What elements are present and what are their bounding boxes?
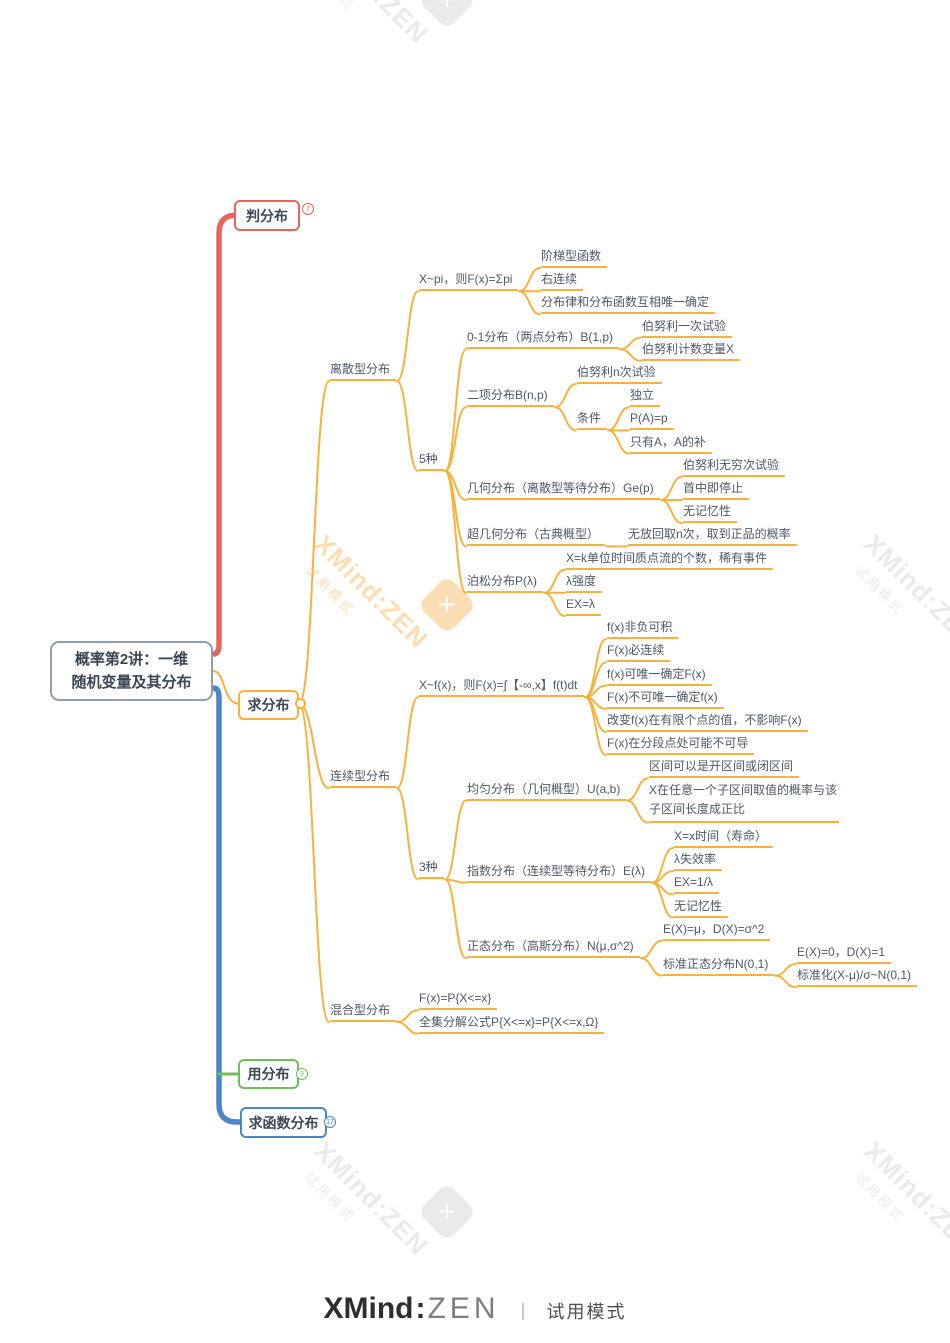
- subtopic[interactable]: F(x)=P{X<=x}: [419, 989, 497, 1011]
- subtopic[interactable]: 伯努利一次试验: [642, 317, 732, 338]
- expand-handle-find[interactable]: [295, 698, 306, 709]
- subtopic[interactable]: 改变f(x)在有限个点的值，不影响F(x): [607, 711, 808, 732]
- subtopic[interactable]: 独立: [630, 386, 660, 408]
- xmind-logo-icon: ✕: [417, 1182, 477, 1242]
- subtopic[interactable]: f(x)非负可积: [607, 618, 678, 640]
- subtopic[interactable]: 无记忆性: [674, 897, 728, 918]
- subtopic[interactable]: 指数分布（连续型等待分布）E(λ): [467, 862, 651, 883]
- subtopic[interactable]: X~pi，则F(x)=Σpi: [419, 270, 518, 292]
- subtopic[interactable]: 条件: [577, 409, 607, 431]
- topic-find-distribution[interactable]: 求分布: [238, 690, 299, 720]
- subtopic[interactable]: F(x)在分段点处可能不可导: [607, 734, 754, 756]
- subtopic[interactable]: EX=λ: [566, 595, 601, 616]
- subtopic[interactable]: X~f(x)，则F(x)=∫【-∞,x】f(t)dt: [419, 676, 584, 698]
- subtopic[interactable]: 区间可以是开区间或闭区间: [649, 757, 799, 779]
- subtopic[interactable]: 二项分布B(n,p): [467, 386, 554, 408]
- subtopic[interactable]: 5种: [419, 450, 444, 471]
- subtopic[interactable]: 标准正态分布N(0,1): [663, 955, 774, 976]
- subtopic[interactable]: F(x)必连续: [607, 641, 670, 663]
- logo-colon: :: [415, 1292, 426, 1325]
- topic-label: 判分布: [246, 207, 288, 224]
- subtopic[interactable]: 阶梯型函数: [541, 247, 607, 268]
- topic-label: 求分布: [247, 697, 290, 713]
- subtopic[interactable]: f(x)可唯一确定F(x): [607, 665, 712, 686]
- subtopic[interactable]: 伯努利计数变量X: [642, 340, 740, 361]
- subtopic[interactable]: 首中即停止: [683, 479, 749, 500]
- subtopic[interactable]: 分布律和分布函数互相唯一确定: [541, 293, 715, 315]
- collapse-badge-judge[interactable]: 7: [302, 203, 314, 215]
- collapse-badge-func[interactable]: 17: [324, 1116, 336, 1128]
- logo-separator: 丨: [513, 1302, 533, 1323]
- watermark: XMind:ZEN ✕ 试用模式: [852, 528, 950, 655]
- topic-label: 用分布: [247, 1066, 290, 1082]
- topic-find-function-distribution[interactable]: 求函数分布: [240, 1107, 327, 1138]
- subtopic[interactable]: 只有A，A的补: [630, 433, 712, 454]
- subtopic[interactable]: 无放回取n次，取到正品的概率: [628, 525, 797, 547]
- subtopic[interactable]: F(x)不可唯一确定f(x): [607, 688, 724, 709]
- subtopic[interactable]: X=x时间（寿命）: [674, 827, 773, 848]
- app-logo: XMind: ZEN 丨 试用模式: [0, 1292, 950, 1326]
- subtopic[interactable]: 伯努利无穷次试验: [683, 456, 785, 477]
- subtopic[interactable]: X=k单位时间质点流的个数，稀有事件: [566, 549, 773, 570]
- subtopic[interactable]: X在任意一个子区间取值的概率与该子区间长度成正比: [649, 781, 839, 823]
- subtopic[interactable]: 右连续: [541, 270, 583, 292]
- root-topic-line2: 随机变量及其分布: [71, 674, 192, 691]
- subtopic[interactable]: 0-1分布（两点分布）B(1,p): [467, 328, 619, 350]
- logo-zen: ZEN: [427, 1292, 500, 1325]
- subtopic[interactable]: 全集分解公式P{X<=x}=P{X<=x,Ω}: [419, 1013, 604, 1034]
- topic-judge-distribution[interactable]: 判分布: [234, 200, 300, 231]
- subtopic[interactable]: λ失效率: [674, 850, 722, 872]
- logo-xmind: XMind: [323, 1292, 414, 1325]
- subtopic[interactable]: 几何分布（离散型等待分布）Ge(p): [467, 479, 660, 500]
- subtopic[interactable]: λ强度: [566, 572, 602, 593]
- subtopic[interactable]: 离散型分布: [330, 360, 396, 382]
- subtopic[interactable]: 正态分布（高斯分布）N(μ,σ^2): [467, 937, 640, 959]
- subtopic[interactable]: 泊松分布P(λ): [467, 572, 543, 593]
- subtopic[interactable]: 标准化(X-μ)/σ~N(0,1): [797, 966, 917, 988]
- subtopic[interactable]: E(X)=μ，D(X)=σ^2: [663, 920, 770, 941]
- topic-label: 求函数分布: [248, 1114, 319, 1131]
- root-topic[interactable]: 概率第2讲：一维 随机变量及其分布: [50, 641, 213, 701]
- xmind-logo-icon: ✕: [417, 0, 477, 30]
- subtopic[interactable]: E(X)=0，D(X)=1: [797, 943, 891, 964]
- subtopic[interactable]: 无记忆性: [683, 502, 737, 524]
- subtopic[interactable]: P(A)=p: [630, 409, 674, 431]
- subtopic[interactable]: 3种: [419, 858, 444, 880]
- subtopic[interactable]: 连续型分布: [330, 767, 396, 789]
- trial-mode-label: 试用模式: [546, 1302, 627, 1322]
- subtopic[interactable]: 伯努利n次试验: [577, 363, 662, 384]
- subtopic[interactable]: EX=1/λ: [674, 873, 719, 895]
- subtopic[interactable]: 超几何分布（古典概型）: [467, 525, 605, 547]
- subtopic[interactable]: 混合型分布: [330, 1001, 396, 1022]
- topic-use-distribution[interactable]: 用分布: [238, 1059, 299, 1089]
- watermark: XMind:ZEN ✕ 试用模式: [224, 0, 507, 206]
- root-topic-line1: 概率第2讲：一维: [74, 651, 189, 668]
- subtopic[interactable]: 均匀分布（几何概型）U(a,b): [467, 780, 626, 801]
- collapse-badge-use[interactable]: 9: [296, 1068, 308, 1080]
